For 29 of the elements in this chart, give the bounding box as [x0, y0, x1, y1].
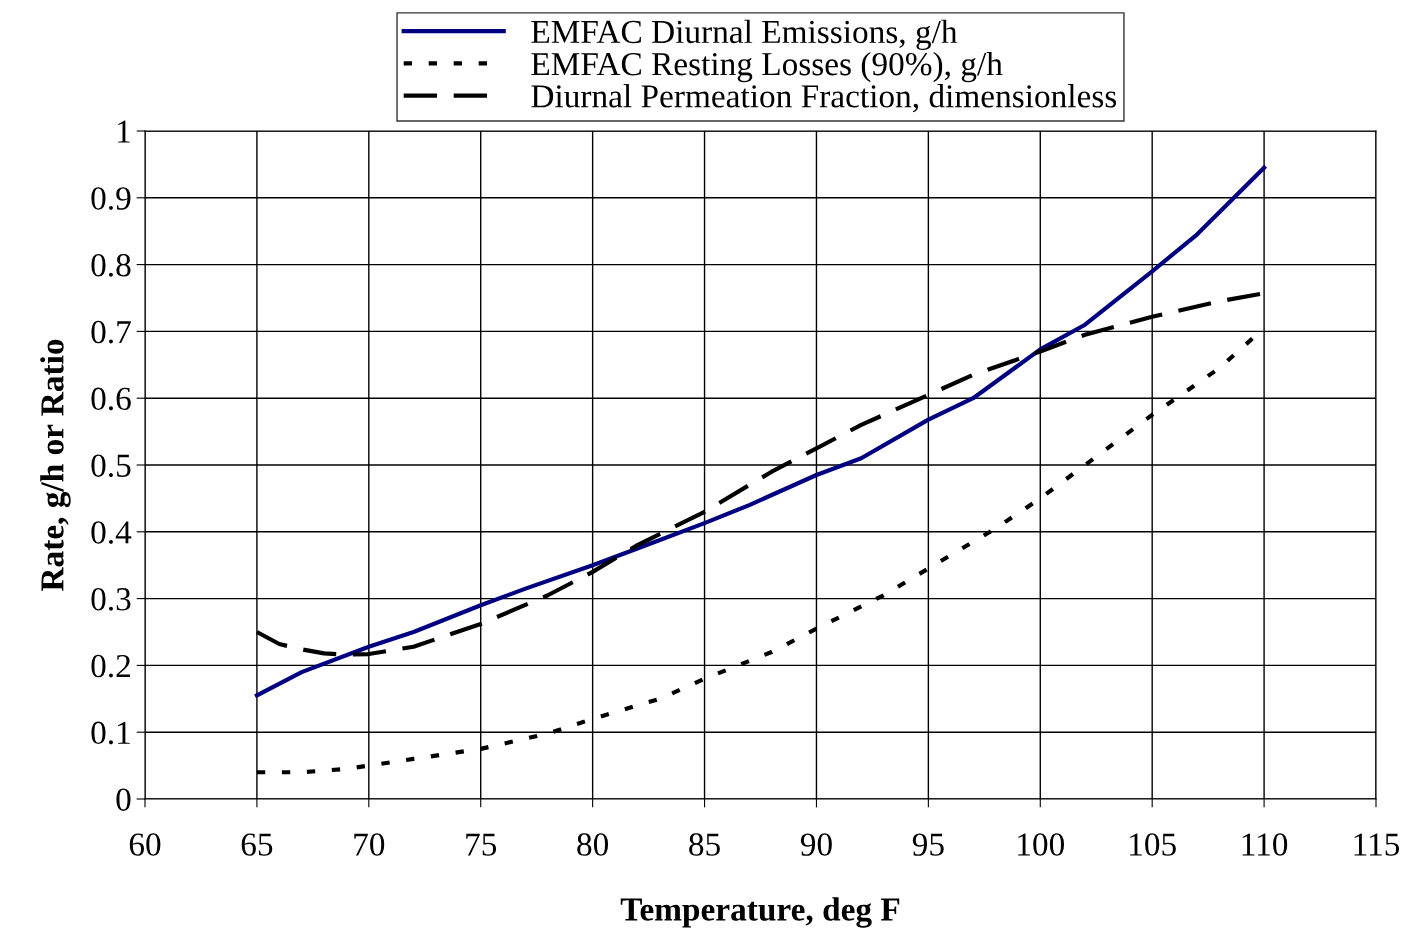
- y-tick-label: 0.4: [91, 521, 132, 544]
- legend-label: EMFAC Diurnal Emissions, g/h: [531, 19, 958, 51]
- x-tick-label: 100: [1018, 833, 1064, 856]
- x-tick-label: 110: [1242, 833, 1288, 856]
- x-tick-label: 80: [577, 833, 609, 856]
- y-tick-label: 0.5: [91, 454, 131, 478]
- x-tick-label: 90: [800, 833, 832, 856]
- x-axis-title: Temperature, deg F: [620, 897, 900, 928]
- y-tick-label: 0: [116, 788, 131, 811]
- legend-label: Diurnal Permeation Fraction, dimensionless: [531, 84, 1117, 113]
- y-tick-label: 0.9: [91, 187, 131, 210]
- y-tick-label: 0.6: [91, 387, 131, 411]
- x-tick-label: 70: [354, 833, 385, 856]
- x-tick-label: 115: [1354, 833, 1400, 856]
- y-tick-label: 0.1: [91, 721, 130, 745]
- x-tick-label: 105: [1130, 833, 1176, 856]
- y-tick-label: 1: [118, 120, 130, 143]
- x-tick-label: 85: [689, 833, 720, 856]
- x-tick-label: 60: [129, 833, 161, 856]
- y-tick-label: 0.8: [91, 254, 131, 277]
- y-tick-label: 0.2: [91, 654, 130, 678]
- x-tick-label: 65: [241, 833, 273, 856]
- line-series: [254, 165, 1267, 698]
- y-tick-label: 0.3: [91, 588, 131, 611]
- y-tick-label: 0.7: [91, 320, 131, 344]
- y-axis-title: Rate, g/h or Ratio: [40, 339, 71, 591]
- x-tick-label: 75: [466, 833, 497, 856]
- legend-label: EMFAC Resting Losses (90%), g/h: [531, 51, 1003, 83]
- x-tick-label: 95: [912, 833, 944, 856]
